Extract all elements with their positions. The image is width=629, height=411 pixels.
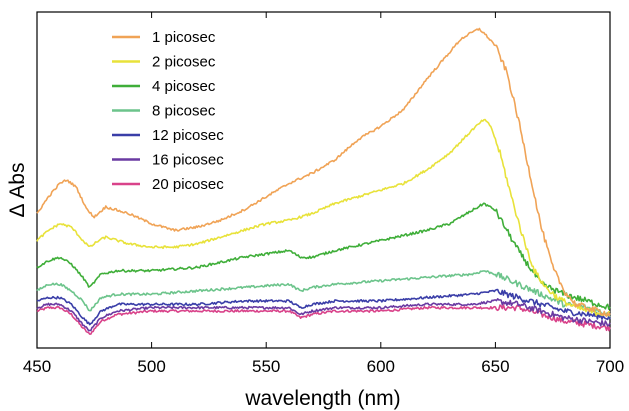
x-axis-label: wavelength (nm) [244,387,400,410]
legend-label-4: 8 picosec [152,103,216,120]
series-line-2 [36,118,611,317]
series-line-1 [36,27,611,317]
series-line-5 [36,288,611,326]
series-line-3 [36,202,611,310]
series-lines [36,27,611,335]
x-tick-label-700: 700 [596,357,624,376]
x-tick-label-600: 600 [367,357,395,376]
x-axis-ticks: 450 500 550 600 650 700 [23,12,624,376]
legend-label-1: 1 picosec [152,29,216,46]
series-line-7 [36,304,611,335]
legend-label-3: 4 picosec [152,78,216,95]
legend: 1 picosec 2 picosec 4 picosec 8 picosec 12 p… [112,29,224,193]
x-tick-label-450: 450 [23,357,51,376]
legend-label-2: 2 picosec [152,54,216,71]
x-tick-label-500: 500 [137,357,165,376]
plot-frame [36,11,611,349]
legend-label-7: 20 picosec [152,176,224,193]
y-axis-label: Δ Abs [6,163,29,218]
legend-label-5: 12 picosec [152,127,224,144]
x-tick-label-650: 650 [481,357,509,376]
series-line-6 [36,298,611,332]
legend-label-6: 16 picosec [152,152,224,169]
x-tick-label-550: 550 [252,357,280,376]
series-line-4 [36,270,611,318]
